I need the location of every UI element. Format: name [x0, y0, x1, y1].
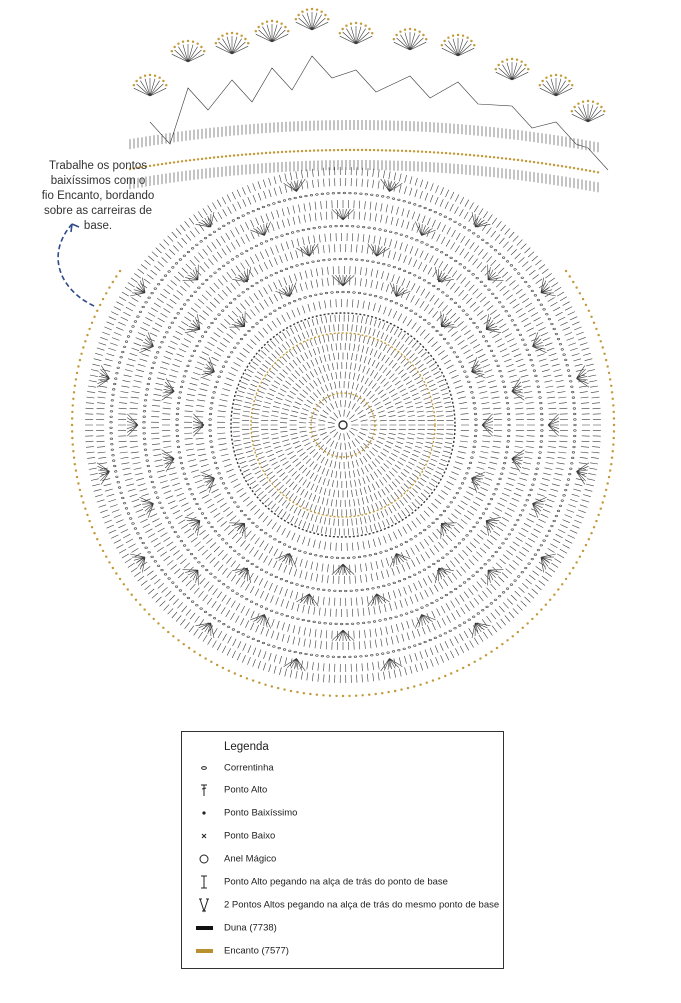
swatch-encanto	[196, 949, 213, 953]
icon-correntinha	[201, 766, 207, 770]
duna-stitches	[85, 12, 609, 684]
diagram	[70, 7, 616, 698]
icon-anel-magico	[199, 854, 209, 864]
legend-label: 2 Pontos Altos pegando na alça de trás d…	[224, 900, 499, 911]
icon-ponto-baixissimo	[202, 811, 206, 815]
ring	[338, 420, 348, 430]
encanto-stitches	[70, 7, 616, 698]
icon-2-pontos-altos	[199, 898, 209, 913]
annotation-line: baixíssimos com o	[51, 175, 146, 187]
annotation: Trabalhe os pontos baixíssimos com o fio…	[42, 160, 155, 307]
legend-box	[181, 731, 504, 969]
legend-label: Ponto Baixíssimo	[224, 808, 297, 819]
legend-label: Correntinha	[224, 763, 274, 774]
legend-label: Ponto Baixo	[224, 831, 275, 842]
legend: Legenda Correntinha Ponto Alto Ponto Bai…	[181, 731, 504, 969]
icon-ponto-baixo	[201, 833, 207, 839]
annotation-line: fio Encanto, bordando	[42, 190, 155, 202]
legend-label: Encanto (7577)	[224, 946, 289, 957]
annotation-line: Trabalhe os pontos	[49, 160, 147, 172]
legend-label: Duna (7738)	[224, 923, 277, 934]
legend-label: Ponto Alto	[224, 785, 267, 796]
ring	[310, 392, 376, 458]
legend-title: Legenda	[224, 741, 269, 753]
ring	[230, 312, 456, 538]
annotation-line: base.	[84, 220, 112, 232]
arrow-head	[70, 223, 80, 233]
legend-label: Anel Mágico	[224, 854, 276, 865]
annotation-line: sobre as carreiras de	[44, 205, 152, 217]
annotation-arrow	[57, 223, 95, 307]
icon-ponto-alto	[201, 784, 207, 796]
legend-label: Ponto Alto pegando na alça de trás do po…	[224, 877, 448, 888]
swatch-duna	[196, 926, 213, 930]
icon-ponto-alto-alca	[201, 875, 207, 889]
ring	[250, 332, 436, 518]
